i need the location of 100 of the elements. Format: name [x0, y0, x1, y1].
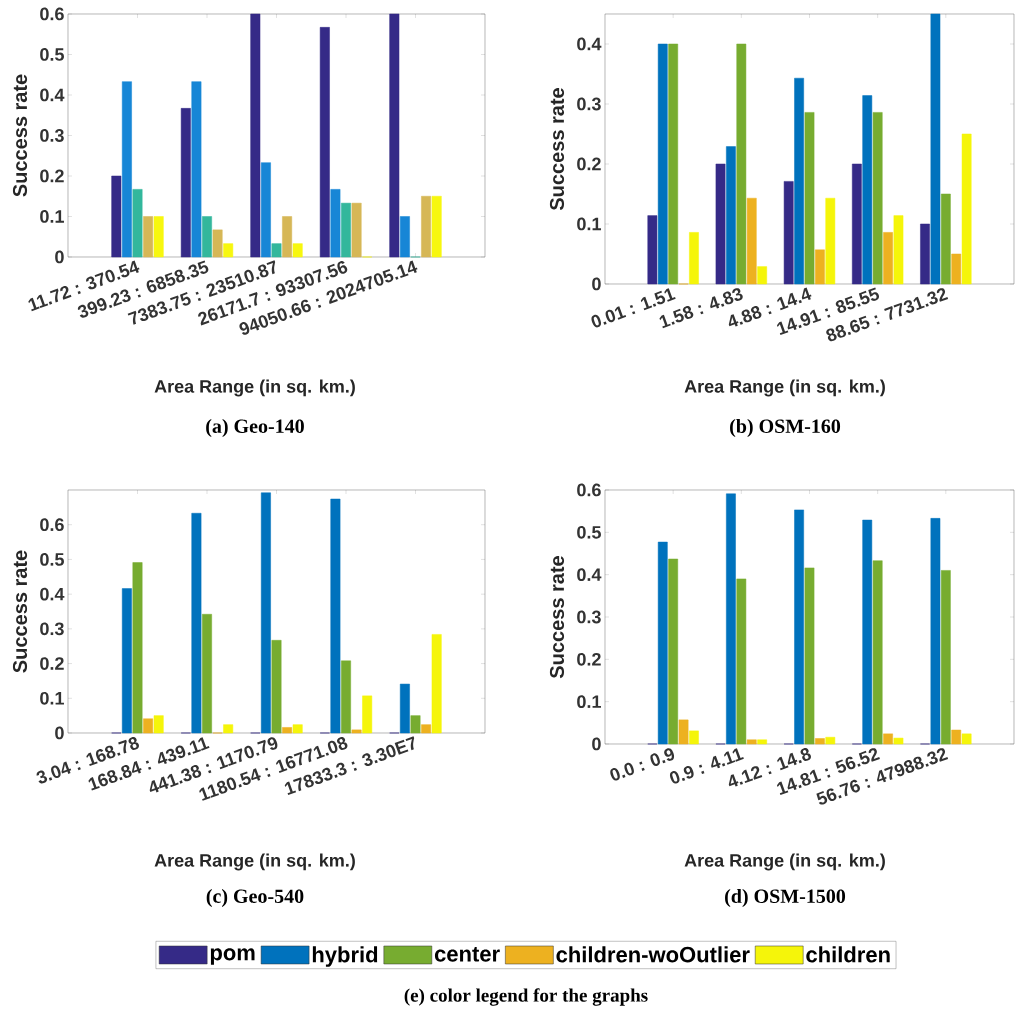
bar — [351, 729, 362, 734]
y-tick-label: 0.1 — [577, 217, 601, 231]
bar — [815, 738, 825, 745]
y-tick-label: 0 — [55, 726, 64, 740]
text: (d) OSM-1500 — [725, 888, 846, 908]
bar — [757, 739, 767, 745]
bar — [893, 737, 904, 745]
y-tick-label: 0 — [592, 737, 601, 751]
y-tick-label: 0.4 — [40, 587, 65, 601]
y-tick-label: 0.3 — [40, 129, 64, 142]
bar — [260, 492, 271, 734]
bar — [362, 695, 373, 734]
bar — [951, 253, 962, 285]
bar — [961, 733, 972, 745]
bar — [862, 519, 873, 745]
bar — [351, 202, 362, 258]
x-axis-title: Area Range (in sq. km.) — [154, 379, 355, 397]
bar — [250, 13, 261, 258]
bar — [330, 498, 341, 734]
y-tick-label: 0.6 — [40, 7, 64, 21]
bar — [202, 216, 212, 258]
bar — [883, 232, 893, 285]
bar — [940, 570, 951, 745]
x-axis-title: Area Range (in sq. km.) — [684, 379, 885, 397]
bar — [282, 727, 293, 734]
text: (b) OSM-160 — [730, 418, 841, 438]
bar — [852, 163, 862, 285]
text: (c) Geo-540 — [206, 888, 304, 908]
y-tick-label: 0.3 — [577, 610, 601, 624]
bar — [678, 719, 689, 745]
bar — [668, 558, 679, 745]
bar — [111, 175, 122, 258]
bar — [951, 729, 962, 745]
bar — [804, 112, 815, 285]
bar — [872, 112, 883, 285]
bar — [191, 513, 202, 734]
y-axis-title: Success rate — [549, 88, 565, 211]
bar — [930, 518, 941, 745]
bar — [132, 562, 143, 734]
bar — [804, 567, 815, 745]
y-tick-label: 0.2 — [577, 157, 601, 171]
bar — [260, 162, 271, 258]
bar — [282, 216, 293, 258]
bar — [319, 27, 330, 258]
bar — [825, 197, 836, 285]
bar — [794, 77, 804, 285]
y-tick-label: 0.5 — [40, 48, 64, 61]
bar — [657, 541, 668, 745]
bar — [132, 189, 143, 258]
bar — [961, 133, 972, 285]
bar — [292, 724, 303, 734]
bar — [883, 733, 893, 745]
bar — [212, 229, 223, 258]
bar — [399, 216, 410, 258]
text: (e) color legend for the graphs — [404, 988, 648, 1006]
bar — [920, 223, 930, 285]
x-axis-title: Area Range (in sq. km.) — [154, 853, 355, 871]
bar — [872, 560, 883, 745]
bar — [180, 108, 191, 258]
text: (a) Geo-140 — [206, 418, 304, 438]
bar — [153, 216, 164, 258]
bar — [121, 588, 132, 734]
bar — [930, 13, 941, 285]
bar — [689, 730, 699, 745]
bar — [668, 43, 679, 285]
bar — [341, 202, 351, 258]
y-tick-label: 0.4 — [40, 88, 65, 102]
bar — [341, 660, 351, 734]
bar — [940, 193, 951, 285]
y-tick-label: 0.2 — [40, 657, 64, 670]
legend-label: children-woOutlier — [556, 946, 750, 963]
bar — [736, 43, 747, 285]
y-tick-label: 0.2 — [40, 169, 64, 183]
bar — [893, 215, 904, 285]
bar — [862, 95, 873, 285]
bar — [431, 196, 442, 258]
bar — [746, 197, 757, 285]
y-tick-label: 0.4 — [577, 568, 602, 582]
y-tick-label: 0.5 — [40, 553, 64, 566]
bar — [421, 724, 432, 734]
y-axis-title: Success rate — [549, 556, 565, 679]
y-tick-label: 0.6 — [40, 518, 64, 532]
legend-label: center — [434, 947, 500, 962]
bar — [143, 718, 154, 734]
y-tick-label: 0.3 — [577, 97, 601, 111]
y-tick-label: 0.2 — [577, 652, 601, 666]
bar — [143, 216, 154, 258]
bar — [689, 232, 699, 285]
bar — [715, 163, 726, 285]
bar — [757, 266, 767, 285]
bar — [421, 196, 432, 258]
legend-label: children — [806, 946, 890, 963]
bar — [153, 715, 164, 734]
bar — [783, 181, 794, 285]
bar — [726, 146, 736, 285]
bar — [815, 249, 825, 285]
bar — [292, 243, 303, 258]
bar — [647, 215, 658, 285]
bar — [223, 724, 234, 734]
y-axis-title: Success rate — [12, 550, 28, 673]
